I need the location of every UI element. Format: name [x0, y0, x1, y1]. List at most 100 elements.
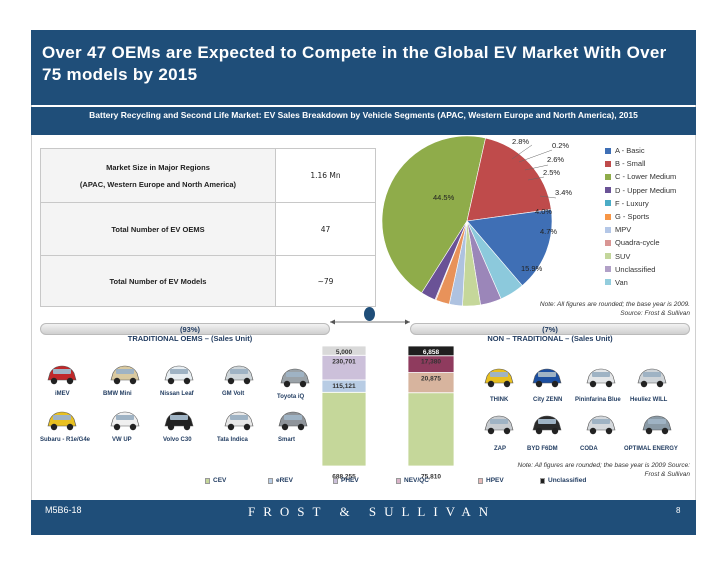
traditional-header-bar	[40, 323, 330, 335]
legend-item: A - Basic	[605, 144, 700, 157]
footer	[31, 500, 696, 535]
row-label-2: (APAC, Western Europe and North America)	[79, 179, 237, 189]
bar-legend-item: HPEV	[478, 477, 504, 484]
legend-label: G - Sports	[615, 212, 650, 222]
table-cell-value: 1.16 Mn	[310, 171, 341, 180]
car-image	[162, 409, 196, 433]
legend-label: Van	[615, 277, 628, 287]
car-label: Tata Indica	[217, 437, 248, 443]
pie-legend: A - Basic B - Small C - Lower Medium D - Up…	[605, 144, 700, 289]
car-label: Toyota iQ	[277, 394, 305, 400]
legend-label: D - Upper Medium	[615, 185, 677, 195]
bar-legend-item: Unclassified	[540, 477, 586, 484]
car-label: Subaru - R1e/G4e	[40, 437, 91, 443]
table-row: Total Number of EV OEMS 47	[41, 203, 375, 255]
bar-legend-label: CEV	[213, 477, 227, 484]
table-cell-label: Total Number of EV OEMS	[41, 203, 276, 255]
table-row: Total Number of EV Models ~79	[41, 256, 375, 306]
summary-table: Market Size in Major Regions (APAC, West…	[40, 148, 376, 307]
divider-handle	[364, 307, 375, 321]
car-label: Heuliez WILL	[630, 397, 668, 403]
legend-swatch	[605, 187, 611, 194]
car-image	[278, 366, 312, 390]
car-image	[45, 409, 79, 433]
footer-brand: FROST & SULLIVAN	[248, 504, 497, 519]
car-image	[276, 409, 310, 433]
legend-item: G - Sports	[605, 210, 700, 223]
page-title: Over 47 OEMs are Expected to Compete in …	[31, 30, 696, 105]
car-image	[635, 366, 669, 390]
row-label-1: Market Size in Major Regions	[106, 162, 210, 172]
car-image	[530, 366, 564, 390]
car-label: OPTIMAL ENERGY	[624, 446, 678, 452]
legend-label: Quadra-cycle	[615, 238, 660, 248]
bar-legend-label: PHEV	[341, 477, 359, 484]
car-image	[222, 409, 256, 433]
page-number: 8	[676, 506, 681, 515]
legend-item: Quadra-cycle	[605, 236, 700, 249]
legend-item: MPV	[605, 223, 700, 236]
divider	[41, 202, 375, 203]
bar-legend-swatch	[478, 477, 483, 484]
legend-item: D - Upper Medium	[605, 184, 700, 197]
legend-swatch	[605, 213, 611, 220]
legend-item: C - Lower Medium	[605, 170, 700, 183]
legend-swatch	[605, 226, 611, 233]
chart-subtitle: Battery Recycling and Second Life Market…	[31, 107, 696, 135]
legend-label: MPV	[615, 225, 632, 235]
legend-swatch	[605, 200, 611, 207]
car-label: BMW Mini	[103, 391, 132, 397]
table-cell-label: Market Size in Major Regions (APAC, West…	[41, 149, 276, 202]
legend-item: Van	[605, 276, 700, 289]
legend-swatch	[605, 160, 611, 167]
legend-item: SUV	[605, 250, 700, 263]
legend-item: F - Luxury	[605, 197, 700, 210]
bar-legend-swatch	[333, 477, 338, 484]
bar-legend-label: eREV	[276, 477, 293, 484]
car-image	[45, 363, 79, 387]
legend-label: SUV	[615, 251, 631, 261]
car-label: THINK	[490, 397, 509, 403]
car-image	[162, 363, 196, 387]
bar-legend-swatch	[205, 477, 210, 484]
legend-swatch	[605, 173, 611, 180]
car-label: Nissan Leaf	[160, 391, 194, 397]
nontraditional-label: NON – TRADITIONAL – (Sales Unit)	[487, 334, 613, 343]
legend-label: Unclassified	[615, 264, 656, 274]
bar-legend-item: PHEV	[333, 477, 359, 484]
car-image	[222, 363, 256, 387]
legend-swatch	[605, 147, 611, 154]
table-cell-label: Total Number of EV Models	[41, 256, 276, 306]
car-label: Volvo C30	[163, 437, 192, 443]
bar-legend-item: CEV	[205, 477, 226, 484]
subtitle-text: Battery Recycling and Second Life Market…	[89, 110, 638, 120]
footer-code: M5B6-18	[45, 505, 82, 515]
car-label: GM Volt	[222, 391, 245, 397]
car-image	[108, 363, 142, 387]
table-cell-value: ~79	[317, 276, 334, 286]
car-image	[584, 366, 618, 390]
car-label: City ZENN	[533, 397, 563, 403]
bar-legend-item: NEV/QC	[396, 477, 429, 484]
car-label: CODA	[580, 446, 598, 452]
divider	[41, 255, 375, 256]
bar-legend-swatch	[540, 477, 545, 484]
traditional-label: TRADITIONAL OEMS – (Sales Unit)	[127, 334, 253, 343]
nontraditional-header-bar	[410, 323, 690, 335]
legend-swatch	[605, 253, 611, 260]
car-image	[108, 409, 142, 433]
bar-legend-swatch	[396, 477, 401, 484]
car-label: Pininfarina Blue	[575, 397, 621, 403]
table-cell-value: 47	[320, 224, 331, 234]
bar-legend-label: NEV/QC	[404, 477, 429, 484]
car-label: VW UP	[112, 437, 132, 443]
car-image	[530, 413, 564, 437]
traditional-pct: (93%)	[179, 325, 200, 334]
title-text: Over 47 OEMs are Expected to Compete in …	[42, 43, 667, 84]
legend-item: B - Small	[605, 157, 700, 170]
traditional-header: (93%) TRADITIONAL OEMS – (Sales Unit)	[80, 325, 300, 343]
car-image	[482, 413, 516, 437]
bar-legend: CEV eREV PHEV NEV/QC HPEV Unclassified	[0, 477, 728, 487]
bar-note: Note: All figures are rounded; the base …	[517, 462, 690, 478]
car-label: Smart	[278, 437, 296, 443]
